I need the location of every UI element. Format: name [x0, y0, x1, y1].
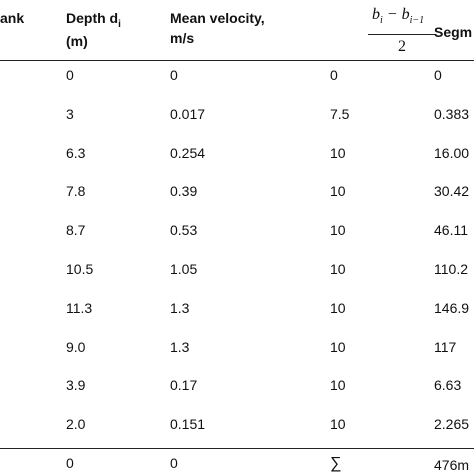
header-bank: ank — [0, 10, 25, 26]
cell-velocity: 0 — [170, 67, 178, 83]
cell-velocity: 0.53 — [170, 222, 198, 238]
sum-value: 476m — [434, 457, 470, 473]
cell-width: 0 — [330, 67, 338, 83]
cell-segment: 46.11 — [434, 222, 468, 238]
cell-width: 10 — [330, 377, 346, 393]
header-depth-label: Depth d — [66, 10, 119, 26]
cell-depth: 2.0 — [66, 416, 86, 432]
cell-velocity: 0.151 — [170, 416, 206, 432]
fraction-numerator: bi − bi−1 — [372, 6, 425, 26]
cell-segment: 0.383 — [434, 106, 470, 122]
cell-width: 10 — [330, 145, 346, 161]
cell-segment: 117 — [434, 339, 457, 355]
cell-depth: 8.7 — [66, 222, 86, 238]
cell-velocity: 0.39 — [170, 183, 198, 199]
header-depth: Depth di (m) — [66, 8, 121, 51]
header-velocity-label: Mean velocity, — [170, 10, 265, 26]
header-depth-subscript: i — [118, 19, 121, 30]
cell-depth: 3.9 — [66, 377, 86, 393]
cell-width: 7.5 — [330, 106, 350, 122]
cell-depth: 6.3 — [66, 145, 86, 161]
cell-width: 10 — [330, 222, 346, 238]
header-velocity-unit: m/s — [170, 30, 195, 46]
fraction-bar — [368, 34, 436, 35]
cell-width: 10 — [330, 261, 346, 277]
sum-symbol: ∑ — [330, 455, 342, 472]
cell-depth: 0 — [66, 67, 74, 83]
cell-segment: 2.265 — [434, 416, 470, 432]
cell-depth: 7.8 — [66, 183, 86, 199]
cell-segment: 30.42 — [434, 183, 470, 199]
cell-depth: 0 — [66, 455, 74, 471]
header-velocity: Mean velocity, m/s — [170, 8, 265, 48]
cell-depth: 9.0 — [66, 339, 86, 355]
cell-width: 10 — [330, 416, 346, 432]
cell-width: 10 — [330, 300, 346, 316]
cell-velocity: 0.17 — [170, 377, 198, 393]
header-depth-unit: (m) — [66, 33, 88, 49]
cell-segment: 6.63 — [434, 377, 462, 393]
cell-velocity: 0.017 — [170, 106, 206, 122]
cell-segment: 16.00 — [434, 145, 470, 161]
cell-velocity: 0.254 — [170, 145, 206, 161]
cell-velocity: 1.3 — [170, 300, 190, 316]
footer-rule — [0, 448, 474, 449]
cell-velocity: 1.3 — [170, 339, 190, 355]
cell-width: 10 — [330, 183, 346, 199]
cell-segment: 0 — [434, 67, 442, 83]
cell-velocity: 0 — [170, 455, 178, 471]
cell-segment: 110.2 — [434, 261, 468, 277]
header-rule — [0, 60, 474, 61]
cell-segment: 146.9 — [434, 300, 470, 316]
cell-depth: 3 — [66, 106, 74, 122]
cell-depth: 10.5 — [66, 261, 94, 277]
cell-velocity: 1.05 — [170, 261, 198, 277]
header-width-fraction: bi − bi−1 2 — [368, 2, 438, 58]
fraction-denominator: 2 — [398, 38, 406, 55]
cell-width: 10 — [330, 339, 346, 355]
cell-depth: 11.3 — [66, 300, 93, 316]
header-segment: Segm — [434, 24, 473, 40]
